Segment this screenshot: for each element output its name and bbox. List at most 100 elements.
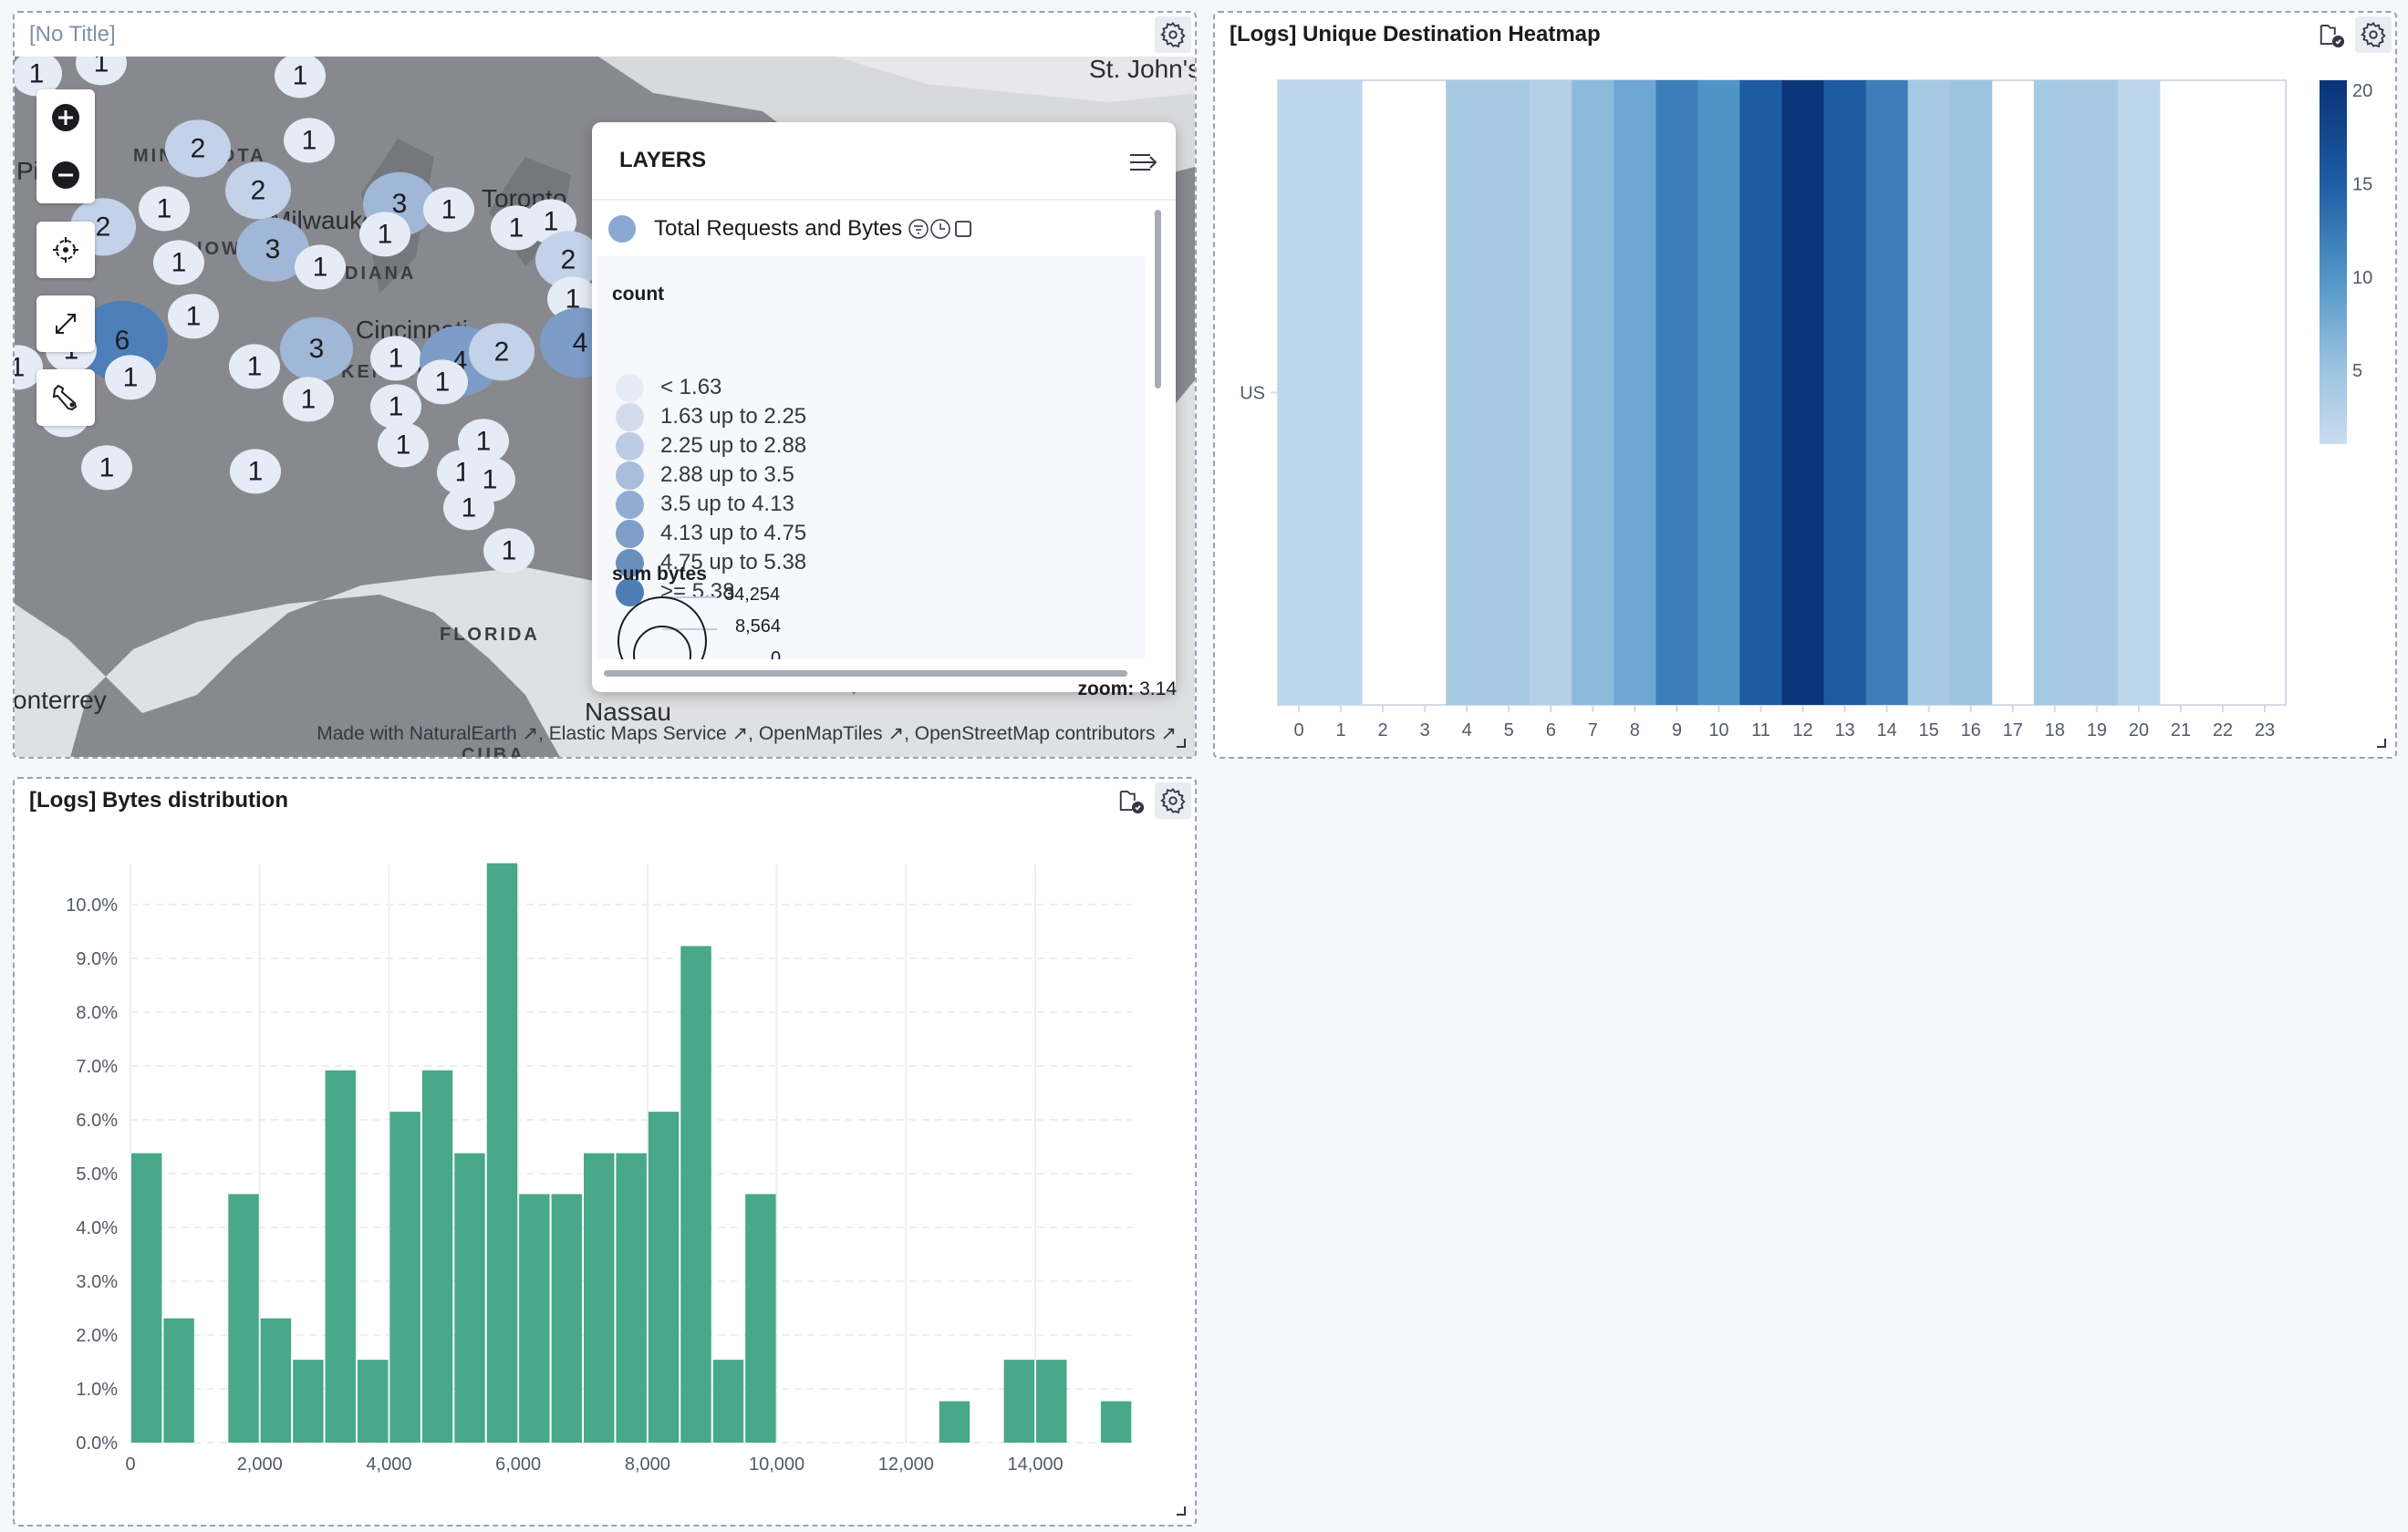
attribution-link[interactable]: OpenMapTiles	[758, 723, 883, 744]
y-tick-label: 4.0%	[76, 1218, 118, 1238]
fullscreen-button[interactable]	[36, 295, 95, 352]
map-cluster[interactable]: 1	[417, 359, 468, 405]
heatmap-cell[interactable]	[1278, 80, 1321, 705]
vertical-scrollbar[interactable]	[1155, 210, 1161, 388]
panel-settings-button[interactable]	[1155, 16, 1191, 53]
map-cluster[interactable]: 1	[105, 355, 156, 400]
map-cluster[interactable]: 1	[139, 186, 190, 232]
x-tick-label: 17	[2003, 720, 2023, 740]
histogram-bar[interactable]	[454, 1153, 485, 1443]
map-cluster[interactable]: 1	[378, 422, 429, 468]
histogram-bar[interactable]	[519, 1194, 550, 1443]
heatmap-cell[interactable]	[1949, 80, 1993, 705]
histogram-bar[interactable]	[939, 1401, 970, 1443]
histogram-bar[interactable]	[486, 863, 518, 1443]
count-legend-item: 3.5 up to 4.13	[616, 490, 794, 519]
color-legend-bar	[2320, 80, 2347, 444]
map-place-label: St. John's	[1089, 57, 1197, 83]
zoom-in-button[interactable]	[50, 102, 81, 133]
attribution-link[interactable]: Elastic Maps Service	[548, 723, 727, 744]
legend-label: 2.88 up to 3.5	[660, 462, 794, 487]
map-cluster[interactable]: 3	[280, 316, 353, 382]
heatmap-cell[interactable]	[2117, 80, 2161, 705]
size-legend-title: sum bytes	[612, 564, 707, 585]
histogram-bar[interactable]	[421, 1070, 453, 1443]
histogram-bar[interactable]	[712, 1360, 744, 1443]
fit-to-data-button[interactable]	[36, 222, 95, 278]
map-cluster[interactable]: 1	[295, 244, 346, 290]
heatmap-cell[interactable]	[2075, 80, 2119, 705]
x-tick-label: 9	[1672, 720, 1682, 740]
heatmap-cell[interactable]	[1656, 80, 1698, 705]
heatmap-cell[interactable]	[1320, 80, 1363, 705]
map-canvas[interactable]: MINNESOTATorontoMilwaukeeIOWAINDIANACinc…	[15, 57, 1197, 757]
panel-settings-button[interactable]	[2355, 16, 2392, 53]
heatmap-cell[interactable]	[1907, 80, 1951, 705]
histogram-bar[interactable]	[584, 1153, 615, 1443]
histogram-bar[interactable]	[551, 1194, 583, 1443]
histogram-bar[interactable]	[163, 1318, 194, 1443]
map-cluster[interactable]: 1	[229, 344, 280, 389]
panel-status-button[interactable]	[1113, 782, 1149, 819]
map-cluster[interactable]: 1	[483, 528, 535, 574]
y-tick-label: 6.0%	[76, 1111, 118, 1131]
legend-label: 1.63 up to 2.25	[660, 404, 807, 429]
histogram-bar[interactable]	[228, 1194, 259, 1443]
heatmap-cell[interactable]	[1823, 80, 1867, 705]
histogram-bar[interactable]	[1036, 1360, 1067, 1443]
heatmap-cell[interactable]	[1781, 80, 1825, 705]
map-cluster[interactable]: 1	[81, 445, 132, 491]
heatmap-cell[interactable]	[2033, 80, 2077, 705]
map-cluster[interactable]: 2	[225, 161, 291, 220]
histogram-bar[interactable]	[260, 1318, 292, 1443]
histogram-bar[interactable]	[616, 1153, 647, 1443]
histogram-bar[interactable]	[1100, 1401, 1132, 1443]
heatmap-cell[interactable]	[1739, 80, 1782, 705]
x-tick-label: 2	[1378, 720, 1388, 740]
resize-handle[interactable]	[2377, 739, 2386, 748]
panel-status-button[interactable]	[2313, 16, 2350, 53]
resize-handle[interactable]	[1177, 739, 1186, 748]
map-cluster[interactable]: 2	[469, 323, 535, 381]
map-cluster[interactable]: 1	[230, 449, 281, 494]
resize-handle[interactable]	[1177, 1506, 1186, 1516]
histogram-bar[interactable]	[358, 1360, 389, 1443]
histogram-bar[interactable]	[648, 1112, 680, 1443]
map-cluster[interactable]: 1	[275, 57, 326, 98]
histogram-bar[interactable]	[680, 946, 711, 1443]
histogram-bar[interactable]	[745, 1194, 776, 1443]
map-cluster[interactable]: 1	[153, 240, 204, 285]
map-cluster[interactable]: 1	[359, 212, 410, 257]
map-cluster[interactable]: 1	[168, 294, 219, 339]
map-cluster[interactable]: 2	[165, 119, 231, 178]
histogram-bar[interactable]	[1003, 1360, 1035, 1443]
histogram-bar[interactable]	[389, 1112, 420, 1443]
map-cluster[interactable]: 1	[443, 485, 494, 531]
tools-button[interactable]	[36, 369, 95, 426]
heatmap-cell[interactable]	[1572, 80, 1614, 705]
heatmap-cell[interactable]	[1865, 80, 1909, 705]
histogram-bar[interactable]	[293, 1360, 324, 1443]
map-place-label: FLORIDA	[440, 625, 540, 645]
heatmap-cell[interactable]	[1697, 80, 1740, 705]
zoom-out-button[interactable]	[50, 160, 81, 191]
panel-settings-button[interactable]	[1155, 782, 1191, 819]
histogram-bar[interactable]	[131, 1153, 162, 1443]
histogram-bar[interactable]	[325, 1070, 357, 1443]
map-cluster[interactable]: 1	[370, 336, 421, 381]
layer-row[interactable]: Total Requests and Bytes	[608, 215, 973, 243]
map-cluster[interactable]: 1	[284, 118, 335, 163]
collapse-layers-button[interactable]	[1128, 151, 1159, 173]
attribution-link[interactable]: OpenStreetMap contributors	[914, 723, 1156, 744]
color-legend-tick: 15	[2352, 175, 2372, 195]
heatmap-cell[interactable]	[1488, 80, 1531, 705]
map-cluster[interactable]: 1	[423, 187, 474, 233]
heatmap-cell[interactable]	[1530, 80, 1572, 705]
heatmap-cell[interactable]	[1446, 80, 1489, 705]
clock-icon	[930, 219, 950, 239]
map-cluster[interactable]: 1	[370, 384, 421, 430]
heatmap-cell[interactable]	[1614, 80, 1656, 705]
attribution-link[interactable]: Made with NaturalEarth	[317, 723, 517, 744]
horizontal-scrollbar[interactable]	[604, 670, 1127, 677]
map-cluster[interactable]: 1	[283, 377, 334, 422]
